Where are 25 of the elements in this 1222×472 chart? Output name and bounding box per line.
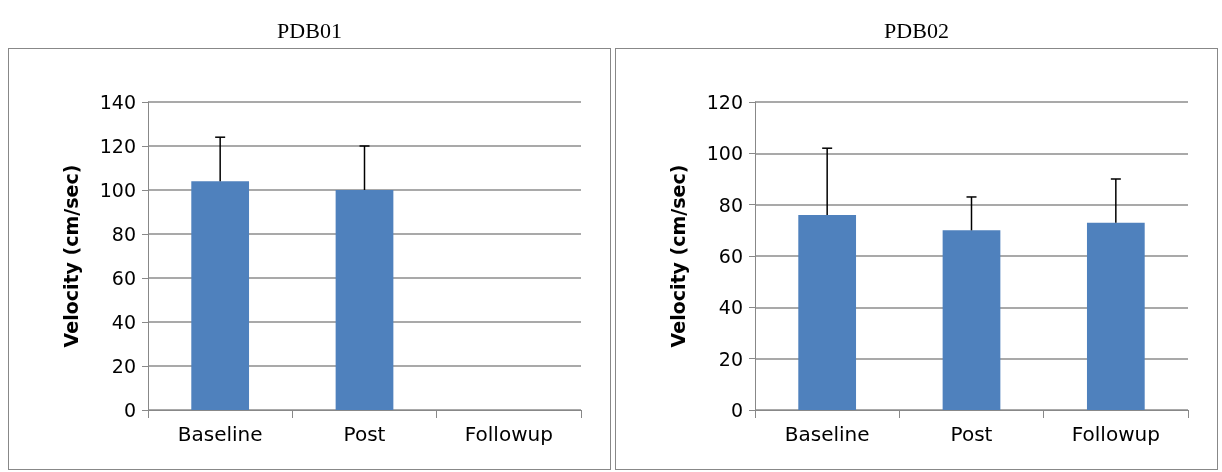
y-axis-title: Velocity (cm/sec) xyxy=(666,164,689,348)
y-tick-label: 80 xyxy=(111,223,136,245)
y-axis-title: Velocity (cm/sec) xyxy=(59,164,82,348)
x-tick-label: Baseline xyxy=(177,422,263,446)
y-tick-label: 20 xyxy=(111,355,136,377)
y-tick-label: 100 xyxy=(99,179,136,201)
y-tick-label: 60 xyxy=(111,267,136,289)
y-tick-label: 140 xyxy=(99,91,136,113)
x-tick-label: Post xyxy=(343,422,386,446)
y-tick-label: 80 xyxy=(718,193,743,216)
y-tick-label: 120 xyxy=(706,91,743,113)
y-tick-label: 120 xyxy=(99,135,136,157)
x-tick-label: Followup xyxy=(464,422,553,446)
y-tick-label: 100 xyxy=(706,142,743,165)
y-tick-label: 40 xyxy=(111,311,136,333)
chart-title: PDB02 xyxy=(884,17,949,43)
y-tick-label: 0 xyxy=(123,399,136,421)
x-tick-label: Followup xyxy=(1071,422,1160,446)
x-tick-label: Baseline xyxy=(784,422,870,446)
x-tick-label: Post xyxy=(950,422,993,446)
chart-title: PDB01 xyxy=(277,17,342,43)
y-tick-label: 0 xyxy=(730,399,743,421)
y-tick-label: 60 xyxy=(718,245,743,267)
y-tick-label: 40 xyxy=(718,296,743,319)
y-tick-label: 20 xyxy=(718,347,743,370)
